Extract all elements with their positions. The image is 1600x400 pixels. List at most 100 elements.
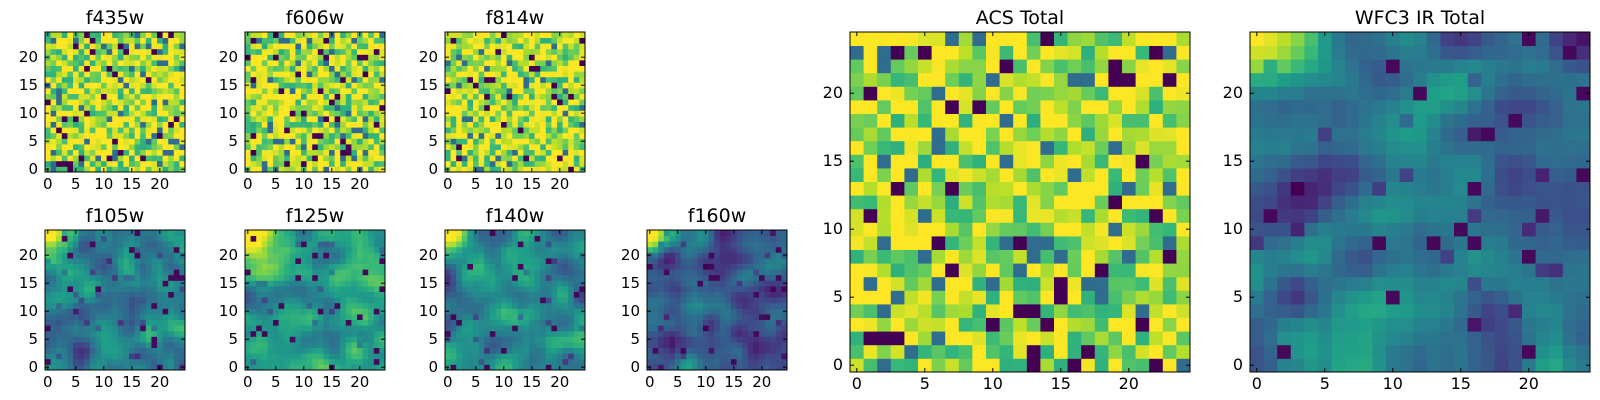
heatmap-cell <box>284 342 291 348</box>
heatmap-cell <box>157 76 163 83</box>
axes-frame <box>44 229 186 371</box>
heatmap-cell <box>112 364 119 371</box>
heatmap-cell <box>703 269 709 276</box>
heatmap-cell <box>357 325 363 332</box>
heatmap-cell <box>562 48 569 55</box>
heatmap-cell <box>101 88 107 94</box>
heatmap-cell <box>129 99 135 106</box>
heatmap-cell <box>284 48 291 55</box>
heatmap-cell <box>323 71 330 78</box>
heatmap-cell <box>775 258 782 264</box>
heatmap-cell <box>162 138 169 145</box>
heatmap-cell <box>579 269 586 276</box>
heatmap-cell <box>162 263 169 270</box>
heatmap-cell <box>545 325 552 332</box>
heatmap-cell <box>686 235 693 242</box>
heatmap-cell <box>697 330 704 337</box>
heatmap-cell <box>45 132 51 139</box>
heatmap-cell <box>714 246 721 253</box>
heatmap-cell <box>697 263 704 270</box>
heatmap-cell <box>173 286 180 292</box>
heatmap-cell <box>162 269 169 276</box>
heatmap-cell <box>78 235 85 242</box>
x-tick-label: 20 <box>350 373 369 391</box>
heatmap-cell <box>545 330 552 337</box>
heatmap-cell <box>725 263 732 270</box>
heatmap-cell <box>117 37 124 44</box>
heatmap-cell <box>450 230 457 236</box>
heatmap-cell <box>708 258 715 264</box>
heatmap-cell <box>691 252 698 259</box>
heatmap-cell <box>295 235 302 242</box>
heatmap-cell <box>473 252 479 259</box>
heatmap-cell <box>168 319 175 326</box>
heatmap-cell <box>134 37 141 44</box>
heatmap-cell <box>484 325 491 332</box>
heatmap-cell <box>573 37 580 44</box>
heatmap-cell <box>245 291 251 298</box>
axes-frame <box>44 31 186 173</box>
heatmap-cell <box>647 319 653 326</box>
heatmap-cell <box>918 344 932 359</box>
heatmap-cell <box>157 65 163 72</box>
heatmap-cell <box>301 342 307 348</box>
heatmap-cell <box>67 286 74 292</box>
heatmap-cell <box>450 54 457 61</box>
heatmap-cell <box>467 132 474 139</box>
heatmap-cell <box>250 263 257 270</box>
heatmap-cell <box>261 99 268 106</box>
heatmap-cell <box>140 314 147 320</box>
heatmap-cell <box>168 99 175 106</box>
heatmap-cell <box>467 144 474 150</box>
heatmap-cell <box>78 246 85 253</box>
heatmap-cell <box>106 99 113 106</box>
heatmap-cell <box>362 336 369 343</box>
heatmap-cell <box>78 65 85 72</box>
heatmap-cell <box>101 144 107 150</box>
heatmap-cell <box>334 302 341 309</box>
heatmap-cell <box>501 71 507 78</box>
heatmap-cell <box>445 88 451 94</box>
heatmap-cell <box>467 280 474 287</box>
heatmap-cell <box>345 319 352 326</box>
heatmap-cell <box>117 160 124 167</box>
heatmap-cell <box>736 235 743 242</box>
heatmap-cell <box>306 235 313 242</box>
heatmap-cell <box>652 274 659 281</box>
heatmap-cell <box>742 358 749 365</box>
heatmap-cell <box>84 149 91 156</box>
heatmap-cell <box>289 82 296 89</box>
heatmap-cell <box>450 160 457 167</box>
heatmap-cell <box>1162 344 1177 359</box>
heatmap-cell <box>306 230 313 236</box>
heatmap-cell <box>753 274 760 281</box>
heatmap-cell <box>368 144 375 150</box>
heatmap-cell <box>50 48 57 55</box>
heatmap-cell <box>686 280 693 287</box>
heatmap-cell <box>317 297 324 304</box>
heatmap-cell <box>725 325 732 332</box>
heatmap-cell <box>140 241 147 248</box>
heatmap-cell <box>129 65 135 72</box>
y-tick-label: 10 <box>621 302 640 320</box>
heatmap-cell <box>719 263 726 270</box>
heatmap-cell <box>495 280 502 287</box>
heatmap-cell <box>362 127 369 134</box>
heatmap-cell <box>301 291 307 298</box>
heatmap-cell <box>697 291 704 298</box>
heatmap-cell <box>334 358 341 365</box>
heatmap-cell <box>551 347 558 354</box>
heatmap-cell <box>573 149 580 156</box>
heatmap-cell <box>95 230 102 236</box>
heatmap-cell <box>162 99 169 106</box>
heatmap-cell <box>506 138 513 145</box>
heatmap-cell <box>529 110 535 117</box>
heatmap-cell <box>145 258 152 264</box>
heatmap-cell <box>117 65 124 72</box>
heatmap-cell <box>736 263 743 270</box>
heatmap-cell <box>562 160 569 167</box>
heatmap-cell <box>781 330 788 337</box>
heatmap-cell <box>45 353 51 360</box>
